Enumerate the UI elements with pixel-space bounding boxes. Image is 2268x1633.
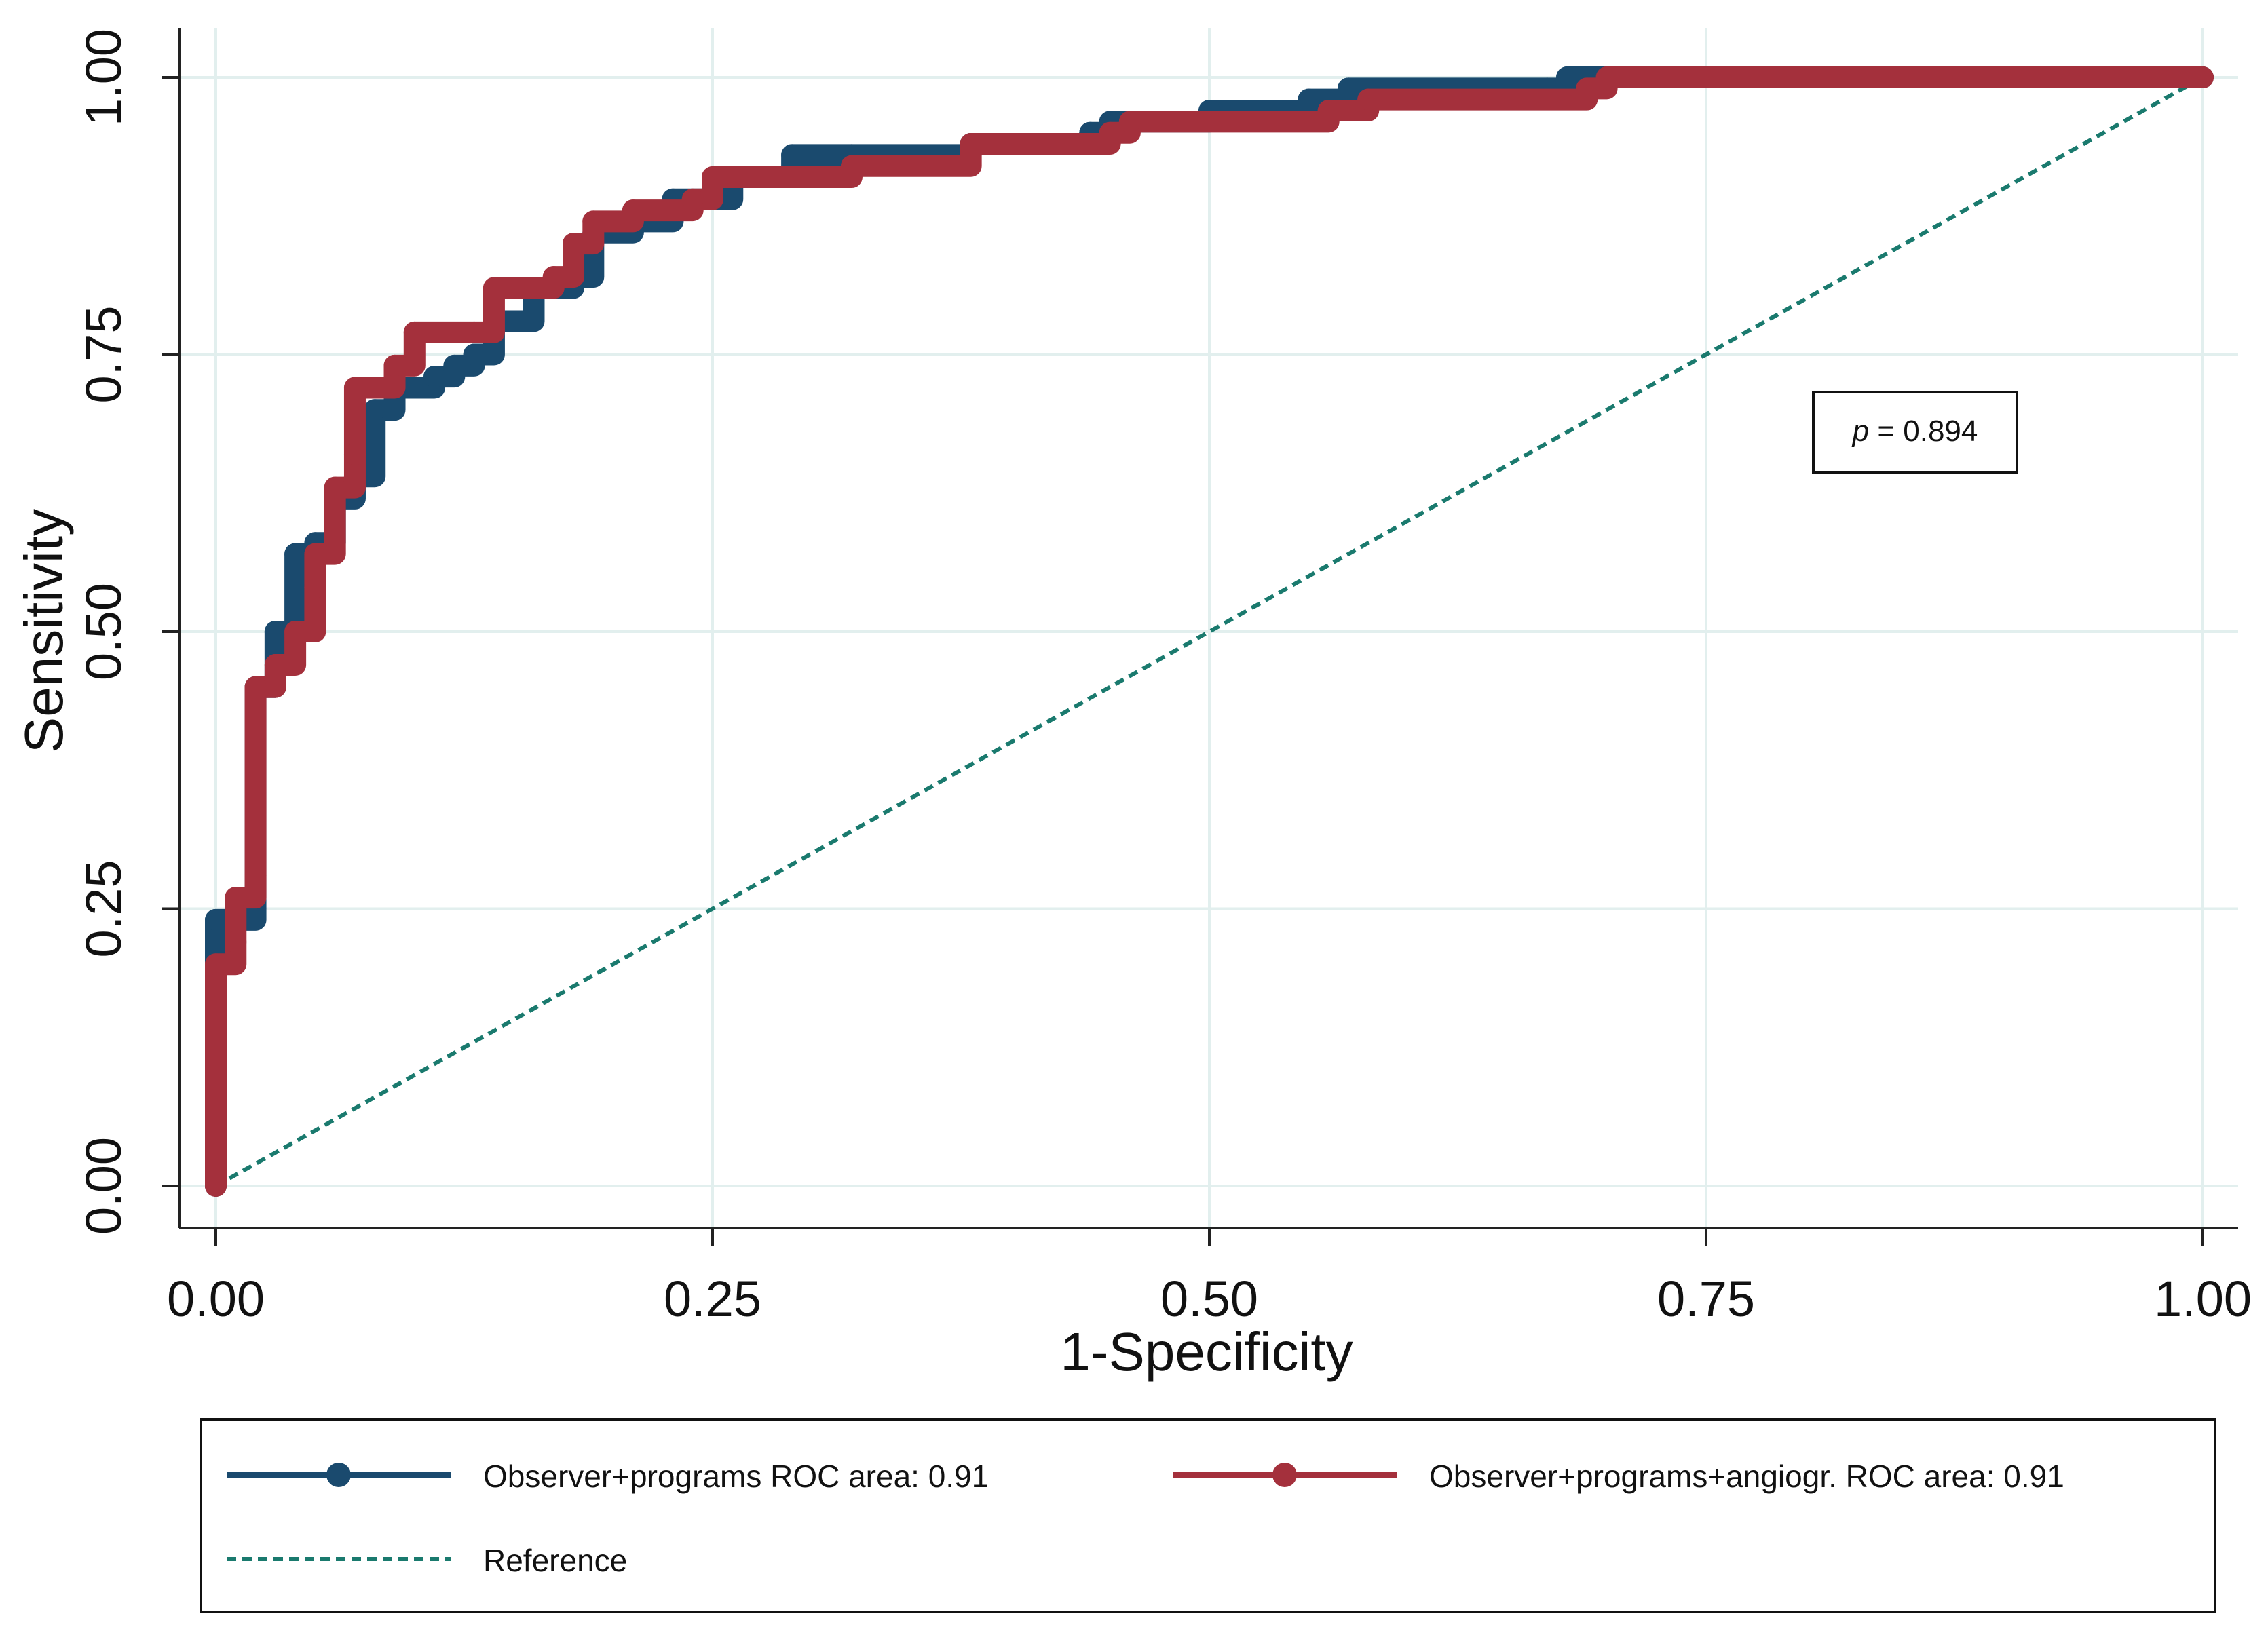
- legend-label: Reference: [483, 1543, 627, 1578]
- annotation-value: = 0.894: [1869, 415, 1978, 448]
- roc-point: [1357, 88, 1380, 111]
- roc-point: [423, 366, 446, 388]
- roc-point: [483, 277, 505, 299]
- legend-entry-observer-programs: Observer+programs ROC area: 0.91: [227, 1459, 989, 1494]
- y-tick-label: 0.50: [75, 583, 132, 680]
- roc-point: [264, 621, 286, 642]
- x-tick-label: 0.50: [1160, 1271, 1258, 1327]
- series-reference: [214, 75, 2204, 1188]
- roc-point: [244, 864, 267, 887]
- y-tick-label: 1.00: [75, 28, 132, 126]
- roc-point: [542, 266, 565, 288]
- legend-swatch-marker: [326, 1463, 351, 1487]
- roc-point: [563, 233, 585, 255]
- roc-point: [244, 676, 267, 698]
- legend-swatch-marker: [1272, 1463, 1297, 1487]
- legend-label: Observer+programs+angiogr. ROC area: 0.9…: [1429, 1459, 2064, 1494]
- roc-point: [702, 166, 723, 189]
- x-tick-label: 0.25: [664, 1271, 761, 1327]
- series-observer-programs-angiogr-roc-area-0-91: [205, 66, 2214, 1197]
- roc-point: [324, 476, 346, 499]
- roc-point: [403, 321, 426, 343]
- legend-label: Observer+programs ROC area: 0.91: [483, 1459, 989, 1494]
- y-tick-label: 0.00: [75, 1137, 132, 1235]
- reference-line: [214, 75, 2204, 1188]
- roc-point: [343, 377, 366, 399]
- legend-entry-reference: Reference: [227, 1543, 627, 1578]
- roc-point: [205, 908, 227, 931]
- roc-point: [205, 953, 227, 976]
- legend-entry-observer-programs-angiogr: Observer+programs+angiogr. ROC area: 0.9…: [1173, 1459, 2064, 1494]
- annotation-italic: p: [1851, 415, 1869, 448]
- roc-point: [960, 133, 982, 155]
- roc-point: [1595, 66, 1618, 88]
- legend: Observer+programs ROC area: 0.91 Observe…: [200, 1418, 2216, 1613]
- roc-point: [1576, 77, 1598, 100]
- roc-point: [284, 543, 307, 565]
- x-tick-label: 0.00: [167, 1271, 265, 1327]
- roc-point: [205, 1175, 227, 1197]
- roc-point: [1337, 77, 1359, 100]
- legend-box: [200, 1418, 2216, 1613]
- roc-point: [463, 321, 485, 343]
- roc-point: [1298, 88, 1320, 111]
- roc-point: [264, 654, 286, 676]
- roc-point: [304, 576, 326, 598]
- x-tick-label: 1.00: [2154, 1271, 2252, 1327]
- ticks: 0.00 0.25 0.50 0.75 1.00 0.00 0.25 0.50 0.75 1.00: [75, 28, 2252, 1327]
- y-tick-label: 0.75: [75, 305, 132, 403]
- x-axis-title: 1-Specificity: [1060, 1322, 1353, 1382]
- y-axis-title: Sensitivity: [14, 509, 74, 753]
- y-tick-label: 0.25: [75, 860, 132, 957]
- roc-point: [364, 399, 386, 421]
- roc-point: [781, 144, 804, 166]
- roc-point: [225, 931, 247, 953]
- roc-point: [1317, 100, 1340, 122]
- roc-point: [1118, 111, 1141, 133]
- series-layer: [205, 66, 2214, 1197]
- roc-point: [840, 155, 863, 177]
- roc-point: [582, 210, 605, 233]
- roc-point: [622, 199, 644, 222]
- annotation-box: [1812, 391, 2018, 474]
- x-tick-label: 0.75: [1657, 1271, 1755, 1327]
- roc-point: [2192, 66, 2214, 88]
- roc-point: [343, 443, 366, 465]
- roc-point: [383, 354, 406, 377]
- roc-point: [225, 887, 247, 909]
- roc-point: [463, 343, 485, 366]
- roc-point: [681, 188, 704, 210]
- roc-point: [304, 543, 326, 565]
- annotation-label: p = 0.894: [1851, 415, 1978, 448]
- roc-point: [1556, 66, 1579, 88]
- roc-point: [1099, 121, 1121, 144]
- roc-point: [284, 621, 307, 642]
- p-value-annotation: p = 0.894: [1812, 391, 2018, 474]
- roc-point: [443, 354, 466, 377]
